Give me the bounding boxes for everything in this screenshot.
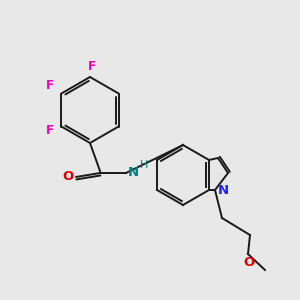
Text: H: H [140, 160, 148, 170]
Text: F: F [45, 124, 53, 137]
Text: N: N [128, 166, 139, 178]
Text: O: O [62, 170, 74, 184]
Text: N: N [218, 184, 229, 197]
Text: F: F [45, 79, 53, 92]
Text: O: O [243, 256, 255, 268]
Text: F: F [88, 61, 96, 74]
